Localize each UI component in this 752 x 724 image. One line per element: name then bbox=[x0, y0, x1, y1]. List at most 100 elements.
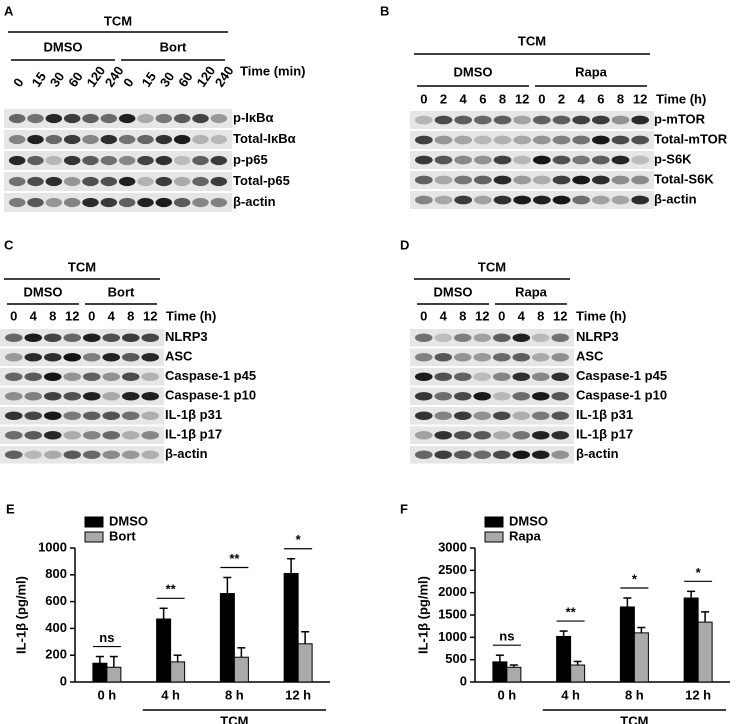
band bbox=[572, 175, 591, 185]
band bbox=[173, 197, 191, 208]
band bbox=[611, 155, 630, 165]
band bbox=[8, 134, 26, 145]
panel-label: D bbox=[400, 237, 409, 252]
band bbox=[82, 411, 101, 421]
band bbox=[210, 155, 228, 166]
band bbox=[493, 155, 512, 165]
y-tick-label: 200 bbox=[45, 647, 67, 662]
legend-label: Bort bbox=[109, 528, 136, 543]
band bbox=[100, 134, 118, 145]
band bbox=[492, 450, 511, 460]
blot-strip bbox=[4, 130, 232, 149]
lane-label: 4 bbox=[578, 91, 586, 106]
band bbox=[473, 195, 492, 205]
band bbox=[121, 411, 140, 421]
treatment-label: TCM bbox=[518, 33, 546, 48]
blot-strip bbox=[4, 193, 232, 212]
row-label: Total-IκBα bbox=[233, 131, 296, 146]
y-tick-label: 600 bbox=[45, 593, 67, 608]
band bbox=[492, 372, 511, 382]
error-bar bbox=[223, 576, 232, 594]
band bbox=[121, 333, 140, 343]
row-label: p-p65 bbox=[233, 152, 268, 167]
y-tick-label: 1000 bbox=[38, 539, 67, 554]
band bbox=[121, 352, 140, 362]
band bbox=[493, 195, 512, 205]
band bbox=[492, 411, 511, 421]
row-label: NLRP3 bbox=[165, 329, 208, 344]
band bbox=[27, 155, 44, 166]
band bbox=[100, 113, 118, 124]
band bbox=[173, 113, 191, 124]
band bbox=[82, 372, 101, 382]
group-label: DMSO bbox=[454, 64, 493, 79]
blot-strip bbox=[410, 387, 574, 405]
band bbox=[102, 411, 121, 421]
legend-label: DMSO bbox=[509, 513, 548, 528]
band bbox=[4, 372, 23, 382]
band bbox=[45, 176, 63, 187]
band bbox=[492, 333, 511, 343]
row-label: IL-1β p31 bbox=[165, 407, 222, 422]
band bbox=[43, 411, 62, 421]
group-label: Rapa bbox=[575, 64, 608, 79]
error-bar bbox=[559, 630, 568, 637]
band bbox=[453, 372, 472, 382]
group-label: Rapa bbox=[515, 284, 548, 299]
band bbox=[192, 113, 209, 124]
band bbox=[102, 352, 121, 362]
row-label: β-actin bbox=[654, 191, 697, 206]
row-label: Caspase-1 p10 bbox=[576, 388, 667, 403]
band bbox=[24, 450, 43, 460]
band bbox=[192, 197, 209, 208]
group-label: DMSO bbox=[24, 284, 63, 299]
band bbox=[141, 372, 160, 382]
error-bar bbox=[573, 660, 582, 666]
band bbox=[454, 175, 473, 185]
band bbox=[552, 175, 571, 185]
band bbox=[82, 176, 99, 187]
band bbox=[551, 352, 570, 362]
band bbox=[43, 450, 62, 460]
band bbox=[137, 176, 154, 187]
band bbox=[434, 175, 453, 185]
row-label: IL-1β p17 bbox=[165, 427, 222, 442]
error-bar bbox=[687, 590, 696, 599]
row-label: β-actin bbox=[576, 446, 619, 461]
lane-label: 4 bbox=[108, 308, 116, 323]
band bbox=[63, 450, 82, 460]
bar bbox=[219, 593, 235, 683]
band bbox=[611, 175, 630, 185]
lane-label: 60 bbox=[175, 69, 196, 89]
blot-strip bbox=[410, 426, 574, 444]
band bbox=[513, 135, 532, 145]
lane-title: Time (h) bbox=[166, 308, 216, 323]
band bbox=[100, 197, 118, 208]
y-tick-label: 500 bbox=[445, 651, 467, 666]
row-label: Caspase-1 p10 bbox=[165, 388, 256, 403]
lane-label: 0 bbox=[10, 308, 17, 323]
band bbox=[24, 352, 43, 362]
lane-label: 6 bbox=[479, 91, 486, 106]
band bbox=[102, 430, 121, 440]
band bbox=[473, 391, 492, 401]
band bbox=[63, 352, 82, 362]
band bbox=[551, 333, 570, 343]
band bbox=[453, 450, 472, 460]
lane-label: 12 bbox=[143, 308, 157, 323]
band bbox=[493, 135, 512, 145]
lane-label: 0 bbox=[88, 308, 95, 323]
row-label: Caspase-1 p45 bbox=[165, 368, 256, 383]
group-label: Bort bbox=[160, 39, 187, 54]
significance-label: * bbox=[296, 532, 302, 547]
band bbox=[43, 391, 62, 401]
bar bbox=[570, 664, 586, 683]
band bbox=[118, 155, 136, 166]
band bbox=[414, 195, 433, 205]
band bbox=[551, 391, 570, 401]
x-tick-label: 0 h bbox=[97, 687, 116, 702]
band bbox=[192, 176, 209, 187]
band bbox=[414, 450, 433, 460]
band bbox=[27, 176, 44, 187]
blot-strip bbox=[4, 172, 232, 191]
